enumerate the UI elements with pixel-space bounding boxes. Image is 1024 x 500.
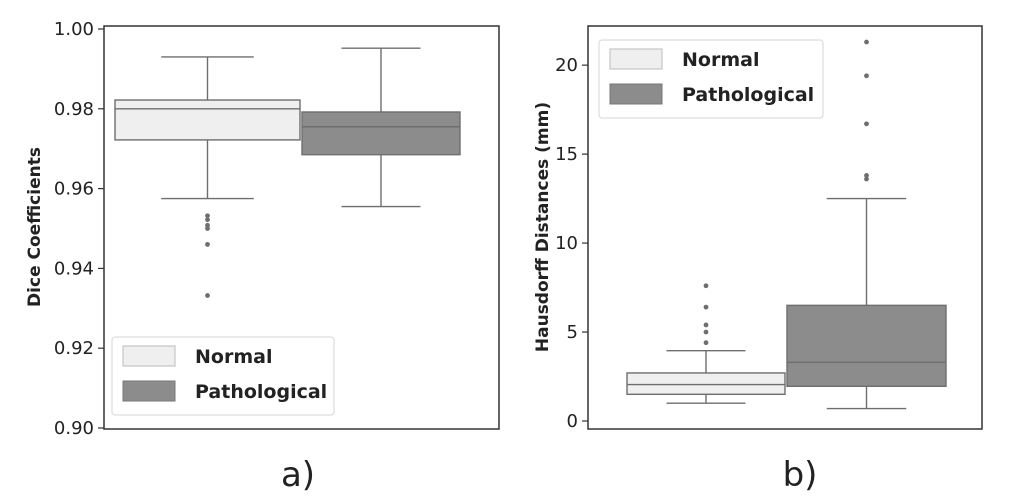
dice-normal-outlier-point [205,293,210,298]
dice-normal-box [114,56,301,298]
panel-label-a: a) [281,455,315,495]
hausdorff-y-tick-label: 20 [555,55,578,76]
dice-chart: 0.90 0.92 0.94 0.96 0.98 1.00 Dice Coefficien… [25,19,500,495]
dice-normal-outlier-point [205,217,210,223]
hausdorff-normal-box [626,283,786,404]
dice-normal-outlier-point [205,242,210,247]
hausdorff-pathological-outlier-point [864,176,869,182]
dice-pathological-box [301,47,461,208]
panel-label-b: b) [783,455,818,495]
hausdorff-legend-label-normal: Normal [682,49,759,71]
hausdorff-normal-outlier-point [703,283,709,289]
hausdorff-y-tick-label: 5 [567,322,578,343]
dice-pathological-iqr-box [301,111,461,156]
dice-legend-swatch-normal [122,345,176,367]
dice-y-tick-label: 0.96 [54,179,94,200]
hausdorff-pathological-iqr-box [786,304,947,388]
hausdorff-normal-outlier-point [703,304,709,310]
hausdorff-legend-label-pathological: Pathological [682,84,814,106]
hausdorff-pathological-outlier-point [864,173,869,178]
hausdorff-pathological-outlier-point [864,121,869,127]
hausdorff-normal-outlier-point [703,340,709,346]
dice-y-tick-label: 0.98 [54,99,94,120]
hausdorff-y-axis-label: Hausdorff Distances (mm) [533,102,553,352]
hausdorff-boxes [626,39,947,410]
hausdorff-normal-iqr-box [626,372,786,396]
hausdorff-y-tick-label: 15 [555,144,578,165]
hausdorff-legend: Normal Pathological [598,39,824,119]
hausdorff-plot-frame [587,25,983,430]
dice-legend: Normal Pathological [111,336,335,416]
dice-y-axis-label: Dice Coefficients [25,147,45,307]
dice-y-tick-label: 0.94 [54,258,94,279]
dice-y-tick-label: 0.92 [54,338,94,359]
hausdorff-normal-outlier-point [703,329,709,335]
hausdorff-chart: 0 5 10 15 20 Hausdorff Distances (mm) Normal… [533,25,983,495]
hausdorff-y-ticks: 0 5 10 15 20 [555,55,588,432]
dice-legend-swatch-pathological [122,380,176,402]
hausdorff-normal-outlier-point [703,322,709,328]
dice-normal-outlier-point [205,213,210,219]
dice-boxes [114,47,461,298]
dice-plot-frame [103,25,500,430]
hausdorff-legend-swatch-pathological [609,83,663,105]
dice-normal-iqr-box [114,99,301,141]
dice-y-tick-label: 1.00 [54,19,94,40]
hausdorff-pathological-outlier-point [864,39,869,45]
hausdorff-pathological-outlier-point [864,73,869,79]
dice-legend-label-pathological: Pathological [195,381,327,403]
dice-y-tick-label: 0.90 [54,418,94,439]
hausdorff-y-tick-label: 10 [555,233,578,254]
hausdorff-y-tick-label: 0 [567,411,578,432]
dice-y-ticks: 0.90 0.92 0.94 0.96 0.98 1.00 [54,19,104,439]
hausdorff-pathological-box [786,39,947,410]
dice-legend-label-normal: Normal [195,346,272,368]
dice-normal-outlier-point [205,226,210,231]
hausdorff-legend-swatch-normal [609,48,663,70]
